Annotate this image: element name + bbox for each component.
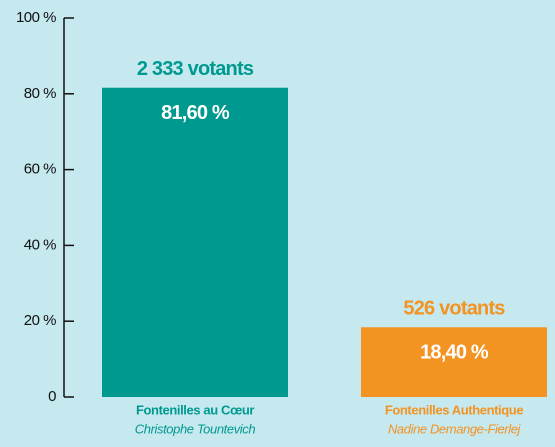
vote-label: 2 333 votants xyxy=(137,58,254,80)
y-tick-label: 0 xyxy=(48,388,56,405)
y-tick-label: 100 % xyxy=(16,9,56,26)
x-tick-label: Fontenilles au Cœur xyxy=(136,402,254,417)
bar xyxy=(102,87,288,398)
y-tick-label: 60 % xyxy=(24,161,56,178)
x-tick-sublabel: Christophe Tountevich xyxy=(135,421,256,436)
x-tick-sublabel: Nadine Demange-Fierlej xyxy=(388,421,522,436)
y-tick-label: 40 % xyxy=(24,236,56,253)
value-label: 81,60 % xyxy=(161,102,230,124)
y-tick-label: 80 % xyxy=(24,85,56,102)
y-tick-label: 20 % xyxy=(24,312,56,329)
bar xyxy=(361,327,547,397)
vote-label: 526 votants xyxy=(403,298,505,320)
x-tick-label: Fontenilles Authentique xyxy=(385,402,524,417)
value-label: 18,40 % xyxy=(420,342,489,364)
